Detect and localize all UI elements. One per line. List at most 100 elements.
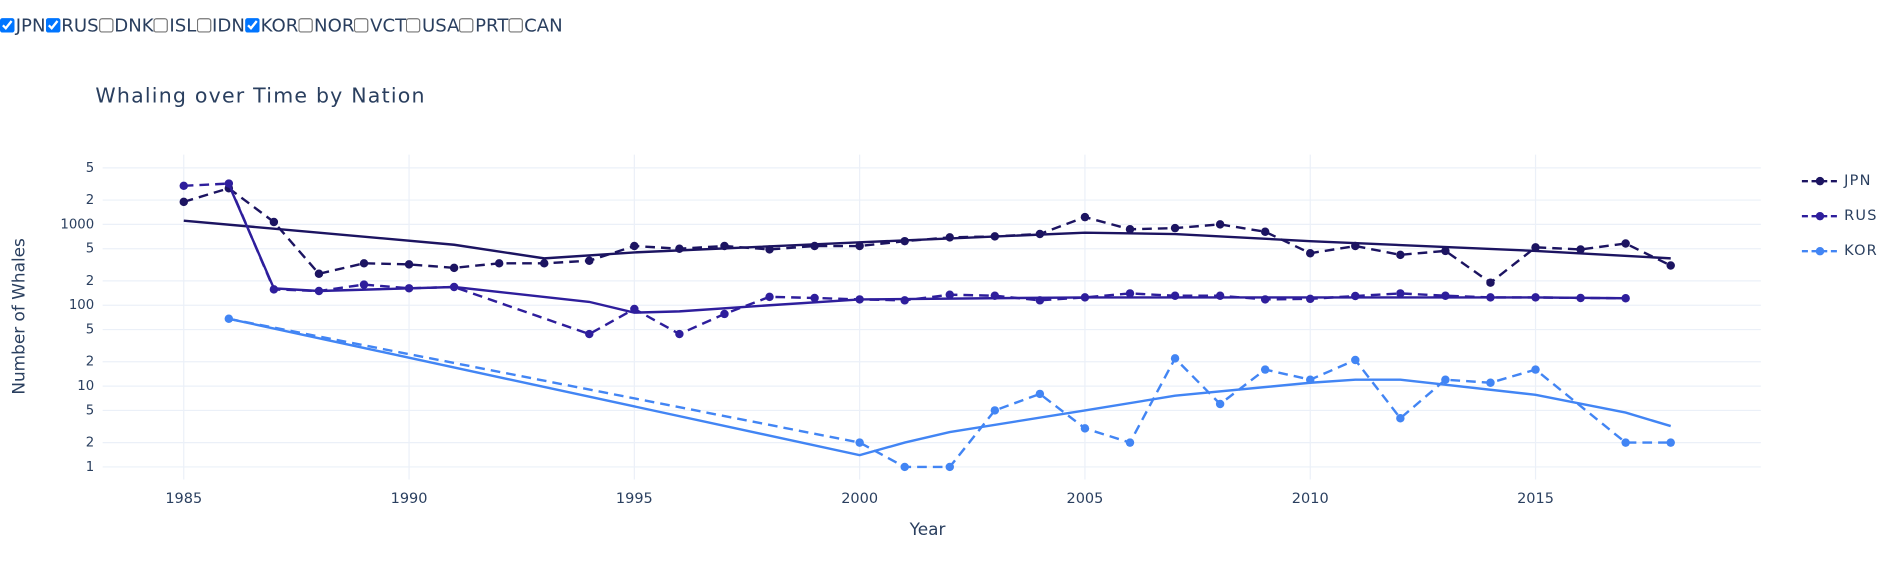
- nation-checkbox[interactable]: [354, 18, 369, 33]
- nation-label: USA: [421, 14, 460, 37]
- data-point: [179, 181, 188, 191]
- data-point: [1215, 291, 1225, 300]
- nation-checkbox[interactable]: [153, 18, 169, 33]
- data-point: [1531, 365, 1540, 374]
- y-tick-label: 1: [86, 460, 94, 475]
- data-point: [1170, 354, 1180, 363]
- data-point: [449, 282, 459, 292]
- data-point: [630, 241, 639, 251]
- data-point: [1170, 223, 1180, 233]
- data-point: [314, 269, 324, 278]
- nation-checkbox[interactable]: [459, 18, 474, 33]
- y-tick-label: 2: [86, 355, 94, 370]
- data-point: [449, 263, 459, 273]
- data-point: [990, 406, 1000, 415]
- nation-label: NOR: [314, 14, 355, 37]
- legend-label: RUS: [1844, 208, 1877, 224]
- data-point: [1306, 294, 1315, 304]
- y-tick-label: 2: [86, 436, 94, 451]
- y-tick-label: 100: [69, 298, 94, 313]
- data-point: [1215, 220, 1225, 229]
- data-point: [855, 241, 864, 251]
- data-point: [404, 260, 414, 269]
- nation-option[interactable]: NOR: [298, 14, 354, 36]
- data-point: [1351, 355, 1360, 365]
- nation-checkbox[interactable]: [244, 18, 260, 33]
- data-point: [1666, 438, 1675, 447]
- data-point: [1486, 293, 1495, 302]
- data-point: [1441, 291, 1450, 300]
- x-tick-label: 2000: [841, 491, 878, 507]
- data-point: [630, 304, 639, 314]
- x-tick-label: 1990: [391, 491, 428, 507]
- data-point: [1170, 291, 1180, 300]
- data-point: [1215, 399, 1225, 409]
- data-point: [945, 233, 954, 242]
- nation-option[interactable]: IDN: [196, 14, 245, 36]
- data-point: [990, 291, 1000, 300]
- nation-option[interactable]: VCT: [354, 14, 406, 36]
- data-point: [1260, 365, 1270, 374]
- y-tick-label: 2: [86, 193, 94, 208]
- nation-option[interactable]: PRT: [459, 14, 508, 36]
- data-point: [1621, 294, 1630, 303]
- data-point: [1080, 212, 1090, 222]
- data-point: [810, 293, 819, 303]
- data-point: [1351, 241, 1360, 251]
- data-point: [855, 438, 864, 447]
- data-point: [404, 284, 414, 293]
- data-point: [1080, 424, 1090, 433]
- data-point: [1125, 438, 1135, 447]
- data-point: [269, 285, 279, 294]
- y-tick-label: 2: [86, 274, 94, 289]
- y-axis-label: Number of Whales: [8, 238, 28, 395]
- data-point: [675, 244, 684, 253]
- nation-checkbox[interactable]: [406, 18, 421, 33]
- data-point: [1441, 246, 1450, 256]
- x-tick-label: 2015: [1517, 491, 1554, 507]
- nation-checkbox[interactable]: [0, 18, 15, 33]
- nation-checkboxes: JPN RUS DNK ISL IDN KOR NOR VCT USA PRT CAN: [0, 14, 563, 36]
- nation-option[interactable]: JPN: [0, 14, 46, 36]
- data-point: [1486, 378, 1495, 387]
- data-point: [269, 217, 279, 227]
- data-point: [1441, 375, 1450, 384]
- nation-checkbox[interactable]: [508, 18, 523, 33]
- nation-checkbox[interactable]: [298, 18, 313, 33]
- nation-label: ISL: [169, 14, 197, 37]
- y-tick-label: 10: [77, 379, 94, 394]
- data-point: [1396, 289, 1405, 298]
- nation-checkbox[interactable]: [98, 18, 114, 33]
- nation-checkbox[interactable]: [196, 18, 211, 33]
- data-point: [1260, 227, 1270, 237]
- data-point: [1396, 250, 1405, 260]
- data-point: [1080, 293, 1090, 302]
- legend-marker: [1815, 211, 1825, 221]
- data-point: [1531, 243, 1540, 252]
- trend-line: [228, 317, 1672, 457]
- nation-checkbox[interactable]: [45, 18, 61, 33]
- nation-label: JPN: [15, 14, 46, 37]
- nation-option[interactable]: CAN: [508, 14, 563, 37]
- data-point: [540, 259, 549, 268]
- data-point: [900, 462, 909, 472]
- y-tick-label: 1000: [60, 217, 94, 232]
- nation-option[interactable]: RUS: [45, 14, 99, 36]
- data-point: [945, 462, 954, 472]
- x-tick-label: 2010: [1292, 491, 1329, 507]
- nation-label: CAN: [524, 14, 563, 37]
- nation-option[interactable]: KOR: [244, 14, 298, 36]
- data-point: [1035, 389, 1045, 399]
- nation-option[interactable]: ISL: [153, 14, 197, 37]
- data-point: [1396, 414, 1405, 423]
- nation-option[interactable]: DNK: [98, 14, 154, 36]
- data-point: [179, 197, 188, 207]
- legend-label: KOR: [1844, 243, 1878, 259]
- data-point: [765, 292, 774, 302]
- nation-label: VCT: [370, 14, 407, 37]
- legend-marker: [1815, 246, 1825, 256]
- nation-option[interactable]: USA: [406, 14, 459, 36]
- data-point: [585, 256, 594, 265]
